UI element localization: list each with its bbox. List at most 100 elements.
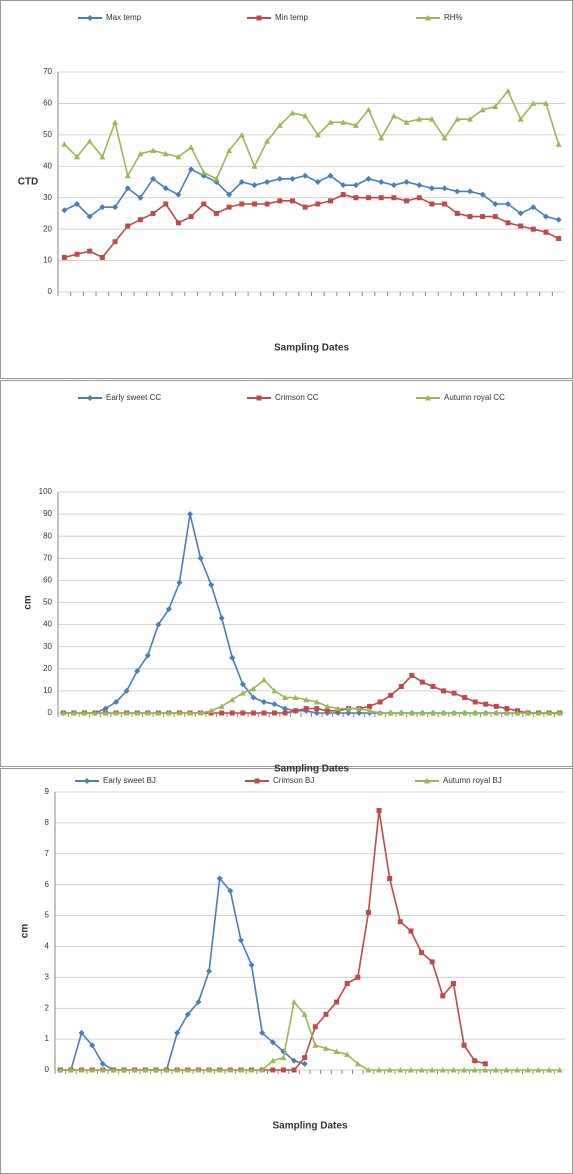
marker	[461, 710, 468, 716]
marker	[302, 172, 309, 179]
marker	[313, 698, 320, 705]
marker	[466, 188, 473, 195]
y-tick-label: 5	[45, 911, 50, 920]
marker	[466, 116, 473, 122]
marker	[525, 710, 532, 716]
marker	[451, 710, 458, 716]
marker	[197, 710, 204, 716]
legend-label: Crimson CC	[275, 393, 319, 402]
marker	[514, 1067, 521, 1073]
marker	[99, 1060, 106, 1067]
marker	[237, 1067, 244, 1073]
marker	[239, 690, 246, 696]
marker	[292, 694, 299, 701]
marker	[472, 699, 478, 705]
legend-label: Autumn royal BJ	[443, 776, 502, 785]
marker	[416, 182, 423, 189]
marker	[218, 703, 225, 709]
marker	[482, 1061, 488, 1067]
marker	[503, 710, 510, 716]
legend-label: Early sweet CC	[106, 393, 161, 402]
marker	[248, 1067, 255, 1073]
marker	[313, 710, 320, 716]
marker	[86, 138, 93, 144]
marker	[504, 706, 510, 712]
marker	[163, 201, 169, 207]
marker	[303, 706, 309, 712]
y-tick-label: 0	[48, 287, 53, 296]
marker	[187, 511, 194, 518]
marker	[239, 681, 246, 688]
marker	[440, 710, 447, 716]
marker	[226, 204, 232, 210]
marker	[378, 179, 385, 185]
marker	[150, 175, 157, 182]
marker	[206, 1067, 213, 1073]
marker	[397, 1067, 404, 1073]
marker	[442, 201, 448, 207]
marker	[428, 116, 435, 122]
y-tick-label: 60	[43, 576, 52, 585]
x-axis-label: Sampling Dates	[272, 1121, 347, 1132]
marker	[546, 710, 553, 716]
marker	[408, 928, 414, 934]
marker	[391, 195, 397, 201]
marker	[328, 198, 334, 204]
marker	[102, 705, 109, 712]
marker	[524, 1067, 531, 1073]
y-tick-label: 40	[43, 161, 52, 170]
marker	[256, 395, 262, 401]
marker	[213, 210, 219, 216]
marker	[327, 172, 334, 179]
legend-label: Max temp	[106, 13, 142, 22]
y-axis-label: cm	[20, 924, 31, 939]
marker	[556, 236, 562, 242]
y-tick-label: 90	[43, 509, 52, 518]
marker	[89, 1042, 96, 1049]
marker	[461, 1042, 467, 1048]
panel	[0, 768, 573, 1174]
marker	[67, 1067, 74, 1073]
marker	[461, 1067, 468, 1073]
marker	[195, 1067, 202, 1073]
marker	[542, 100, 549, 106]
marker	[430, 683, 436, 689]
series-line	[64, 193, 560, 259]
marker	[264, 138, 271, 144]
marker	[543, 229, 549, 235]
panel	[0, 0, 573, 379]
marker	[89, 1067, 96, 1073]
marker	[102, 710, 109, 716]
marker	[323, 1011, 329, 1017]
marker	[123, 687, 130, 694]
marker	[556, 710, 563, 716]
marker	[398, 683, 404, 689]
marker	[542, 213, 549, 220]
marker	[174, 1067, 181, 1073]
marker	[535, 1067, 542, 1073]
series-line	[63, 168, 559, 221]
y-tick-label: 50	[43, 130, 52, 139]
marker	[428, 185, 435, 192]
marker	[216, 875, 223, 882]
y-tick-label: 30	[43, 642, 52, 651]
marker	[425, 395, 431, 401]
marker	[259, 1067, 266, 1073]
y-tick-label: 70	[43, 553, 52, 562]
marker	[388, 692, 394, 698]
y-tick-label: 0	[45, 1065, 50, 1074]
marker	[134, 668, 141, 675]
marker	[334, 999, 340, 1005]
marker	[289, 175, 296, 182]
marker	[291, 1057, 298, 1064]
marker	[175, 220, 181, 226]
marker	[269, 1039, 276, 1046]
marker	[264, 201, 270, 207]
marker	[110, 1067, 117, 1073]
marker	[492, 201, 499, 207]
marker	[418, 1067, 425, 1073]
marker	[340, 182, 347, 189]
marker	[137, 150, 144, 157]
marker	[270, 1067, 276, 1073]
marker	[99, 1067, 106, 1073]
